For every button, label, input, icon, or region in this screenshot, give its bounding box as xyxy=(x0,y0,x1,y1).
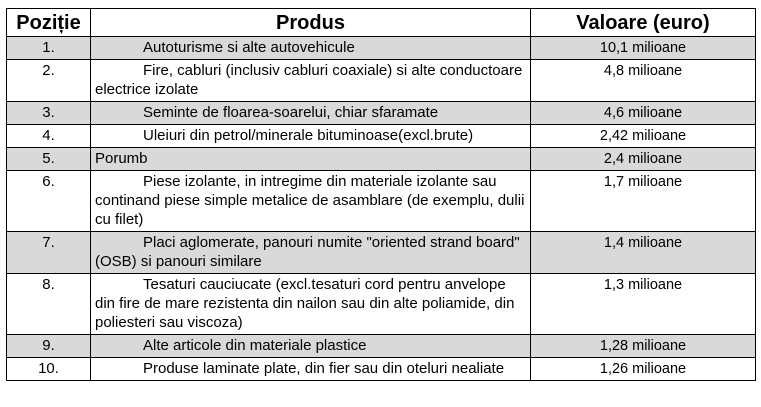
position-cell: 5. xyxy=(6,147,91,171)
product-text: Tesaturi cauciucate (excl.tesaturi cord … xyxy=(95,276,515,331)
position-cell: 1. xyxy=(6,36,91,60)
product-text: Porumb xyxy=(95,150,148,167)
table-row: 9. Alte articole din materiale plastice … xyxy=(6,334,756,358)
position-cell: 4. xyxy=(6,124,91,148)
product-text: Autoturisme si alte autovehicule xyxy=(143,39,355,56)
position-cell: 3. xyxy=(6,101,91,125)
position-cell: 8. xyxy=(6,273,91,335)
value-cell: 10,1 milioane xyxy=(530,36,756,60)
export-table: Poziție Produs Valoare (euro) 1. Autotur… xyxy=(6,8,756,381)
product-cell: Piese izolante, in intregime din materia… xyxy=(90,170,531,232)
product-cell: Porumb xyxy=(90,147,531,171)
value-cell: 2,4 milioane xyxy=(530,147,756,171)
value-cell: 1,7 milioane xyxy=(530,170,756,232)
value-cell: 1,4 milioane xyxy=(530,231,756,274)
position-cell: 10. xyxy=(6,357,91,381)
table-row: 7. Placi aglomerate, panouri numite "ori… xyxy=(6,231,756,274)
value-cell: 1,26 milioane xyxy=(530,357,756,381)
product-text: Uleiuri din petrol/minerale bituminoase(… xyxy=(143,127,474,144)
product-cell: Produse laminate plate, din fier sau din… xyxy=(90,357,531,381)
product-cell: Tesaturi cauciucate (excl.tesaturi cord … xyxy=(90,273,531,335)
table-row: 8. Tesaturi cauciucate (excl.tesaturi co… xyxy=(6,273,756,335)
product-text: Produse laminate plate, din fier sau din… xyxy=(143,360,505,377)
header-position: Poziție xyxy=(6,8,91,37)
product-cell: Uleiuri din petrol/minerale bituminoase(… xyxy=(90,124,531,148)
product-cell: Seminte de floarea-soarelui, chiar sfara… xyxy=(90,101,531,125)
product-text: Placi aglomerate, panouri numite "orient… xyxy=(95,234,520,270)
product-text: Piese izolante, in intregime din materia… xyxy=(95,173,525,228)
position-cell: 9. xyxy=(6,334,91,358)
product-cell: Autoturisme si alte autovehicule xyxy=(90,36,531,60)
product-cell: Alte articole din materiale plastice xyxy=(90,334,531,358)
position-cell: 6. xyxy=(6,170,91,232)
header-product: Produs xyxy=(90,8,531,37)
value-cell: 1,28 milioane xyxy=(530,334,756,358)
table-row: 3. Seminte de floarea-soarelui, chiar sf… xyxy=(6,101,756,125)
position-cell: 7. xyxy=(6,231,91,274)
value-cell: 2,42 milioane xyxy=(530,124,756,148)
value-cell: 4,6 milioane xyxy=(530,101,756,125)
product-cell: Placi aglomerate, panouri numite "orient… xyxy=(90,231,531,274)
table-row: 10. Produse laminate plate, din fier sau… xyxy=(6,357,756,381)
product-text: Seminte de floarea-soarelui, chiar sfara… xyxy=(143,104,439,121)
product-text: Fire, cabluri (inclusiv cabluri coaxiale… xyxy=(95,62,523,98)
header-value: Valoare (euro) xyxy=(530,8,756,37)
table-row: 6. Piese izolante, in intregime din mate… xyxy=(6,170,756,232)
position-cell: 2. xyxy=(6,59,91,102)
product-text: Alte articole din materiale plastice xyxy=(143,337,367,354)
header-row: Poziție Produs Valoare (euro) xyxy=(6,8,756,37)
table-row: 5. Porumb 2,4 milioane xyxy=(6,147,756,171)
value-cell: 4,8 milioane xyxy=(530,59,756,102)
table-row: 4. Uleiuri din petrol/minerale bituminoa… xyxy=(6,124,756,148)
value-cell: 1,3 milioane xyxy=(530,273,756,335)
table-row: 1. Autoturisme si alte autovehicule 10,1… xyxy=(6,36,756,60)
product-cell: Fire, cabluri (inclusiv cabluri coaxiale… xyxy=(90,59,531,102)
table-row: 2. Fire, cabluri (inclusiv cabluri coaxi… xyxy=(6,59,756,102)
